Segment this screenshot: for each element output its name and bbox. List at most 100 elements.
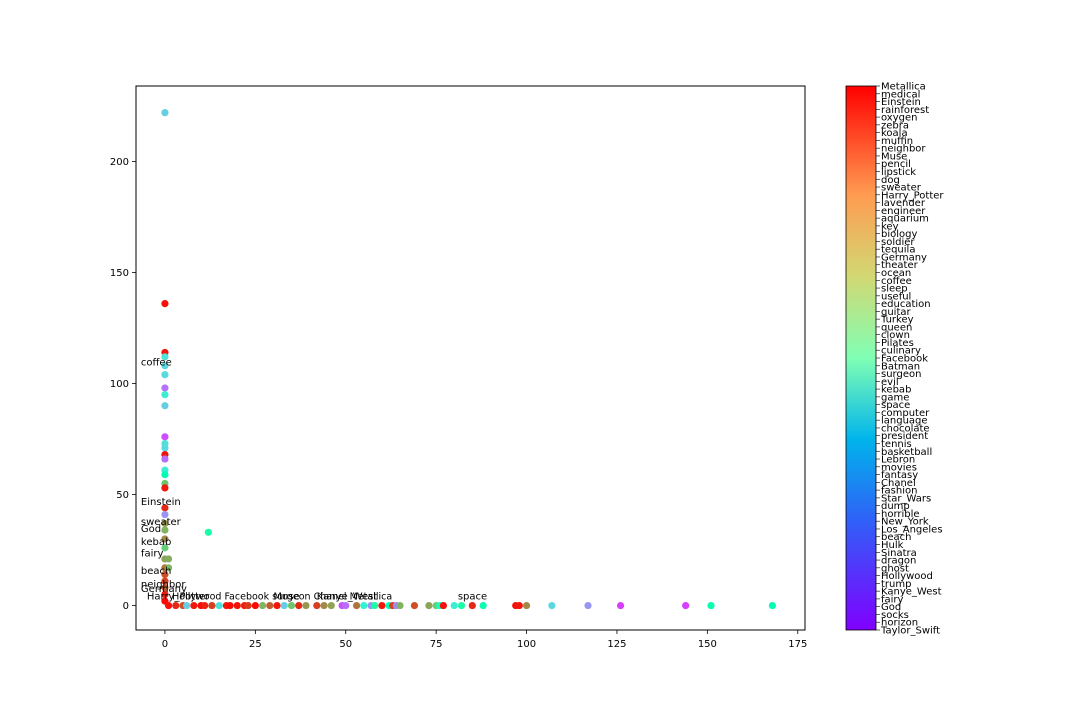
colorbar-tick-label: beach [881, 532, 911, 543]
y-tick-label: 100 [110, 379, 129, 390]
scatter-point [201, 601, 209, 610]
scatter-point [161, 109, 169, 117]
colorbar-tick-label: trump [881, 579, 911, 590]
colorbar-tick-label: surgeon [881, 369, 921, 380]
scatter-point [183, 601, 191, 610]
scatter-point [161, 535, 169, 543]
scatter-point [707, 601, 715, 610]
colorbar-tick-label: oxygen [881, 113, 917, 124]
colorbar-tick-label: game [881, 392, 909, 403]
colorbar-tick-label: Germany [881, 252, 927, 263]
colorbar-tick-label: theater [881, 260, 919, 271]
x-tick-label: 175 [788, 639, 807, 650]
scatter-point [164, 555, 173, 563]
y-axis-ticks: 0 50 100 150 200 [110, 157, 136, 612]
point-annotation: fairy [141, 548, 164, 559]
colorbar-tick-label: movies [881, 462, 917, 473]
colorbar-tick-label: computer [881, 408, 930, 419]
scatter-point [280, 601, 288, 610]
colorbar-ticks: MetallicamedicalEinsteinrainforestoxygen… [876, 82, 944, 637]
points-group-y-axis [161, 109, 212, 605]
scatter-point [244, 601, 252, 610]
scatter-point [161, 526, 169, 534]
scatter-point [161, 371, 169, 379]
colorbar-tick-label: dog [881, 175, 900, 186]
points-group-x-axis [164, 601, 777, 610]
scatter-point [161, 544, 169, 552]
colorbar-tick-label: Einstein [881, 97, 921, 108]
x-tick-label: 75 [430, 639, 443, 650]
colorbar-tick-label: queen [881, 322, 912, 333]
overlapping-annotations: Hollywood Facebook surgeon Chanel Metall… [172, 591, 392, 602]
scatter-point [251, 601, 259, 610]
point-annotation: Einstein [141, 497, 181, 508]
colorbar-tick-label: fairy [881, 594, 904, 605]
colorbar-tick-label: Facebook [881, 354, 928, 365]
colorbar-tick-label: space [881, 400, 910, 411]
x-tick-label: 150 [698, 639, 717, 650]
colorbar-tick-label: tennis [881, 439, 912, 450]
scatter-point [161, 577, 169, 585]
colorbar-tick-label: Lebron [881, 455, 915, 466]
colorbar-tick-label: Batman [881, 361, 920, 372]
colorbar-tick-label: rainforest [881, 105, 929, 116]
colorbar-tick-label: Muse [881, 151, 907, 162]
scatter-point [161, 504, 169, 512]
point-annotation: Kanye_West [317, 591, 378, 602]
scatter-point [360, 601, 368, 610]
x-tick-label: 125 [607, 639, 626, 650]
colorbar-tick-label: ocean [881, 268, 911, 279]
colorbar-tick-label: New_York [881, 517, 929, 528]
colorbar-tick-label: Metallica [881, 82, 926, 93]
colorbar-tick-label: lavender [881, 198, 926, 209]
scatter-point [208, 601, 216, 610]
scatter-point [161, 444, 169, 452]
scatter-point [378, 601, 386, 610]
scatter-point [172, 601, 180, 610]
x-tick-label: 25 [249, 639, 262, 650]
scatter-point [768, 601, 777, 610]
colorbar-tick-label: soldier [881, 237, 915, 248]
colorbar-tick-label: Pilates [881, 338, 914, 349]
scatter-point [327, 601, 335, 610]
scatter-point [410, 601, 419, 610]
colorbar-tick-label: biology [881, 229, 917, 240]
colorbar-tick-label: Turkey [880, 315, 914, 326]
colorbar-tick-label: fashion [881, 486, 917, 497]
scatter-point [479, 601, 487, 610]
colorbar-tick-label: God [881, 602, 901, 613]
x-tick-label: 100 [517, 639, 536, 650]
colorbar-tick-label: tequila [881, 245, 915, 256]
point-annotation: Harry_Potter [147, 591, 210, 602]
colorbar-tick-label: muffin [881, 136, 913, 147]
point-annotation: kebab [141, 537, 171, 548]
colorbar-tick-label: dump [881, 501, 910, 512]
colorbar-tick-label: socks [881, 610, 909, 621]
scatter-point [548, 601, 556, 610]
colorbar-tick-label: Kanye_West [881, 587, 942, 598]
colorbar-tick-label: sleep [881, 284, 908, 295]
colorbar-tick-label: key [881, 221, 899, 232]
scatter-point [190, 601, 198, 610]
point-annotation: space [458, 591, 487, 602]
x-tick-label: 0 [162, 639, 168, 650]
scatter-point [522, 601, 531, 610]
x-tick-label: 50 [339, 639, 352, 650]
y-tick-label: 50 [116, 490, 129, 501]
colorbar-tick-label: Sinatra [881, 548, 917, 559]
scatter-point [457, 601, 466, 610]
scatter-point [215, 601, 223, 610]
scatter-point [313, 601, 321, 610]
point-annotation: coffee [141, 357, 172, 368]
colorbar-tick-label: education [881, 299, 931, 310]
colorbar-tick-label: Hulk [881, 540, 904, 551]
scatter-point [352, 601, 361, 610]
point-annotation: beach [141, 566, 171, 577]
colorbar-tick-label: Taylor_Swift [880, 626, 940, 637]
colorbar-tick-label: Hollywood [881, 571, 933, 582]
colorbar-tick-label: evil [881, 377, 899, 388]
plot-area-frame [135, 85, 806, 631]
plot-area-background [136, 86, 805, 630]
